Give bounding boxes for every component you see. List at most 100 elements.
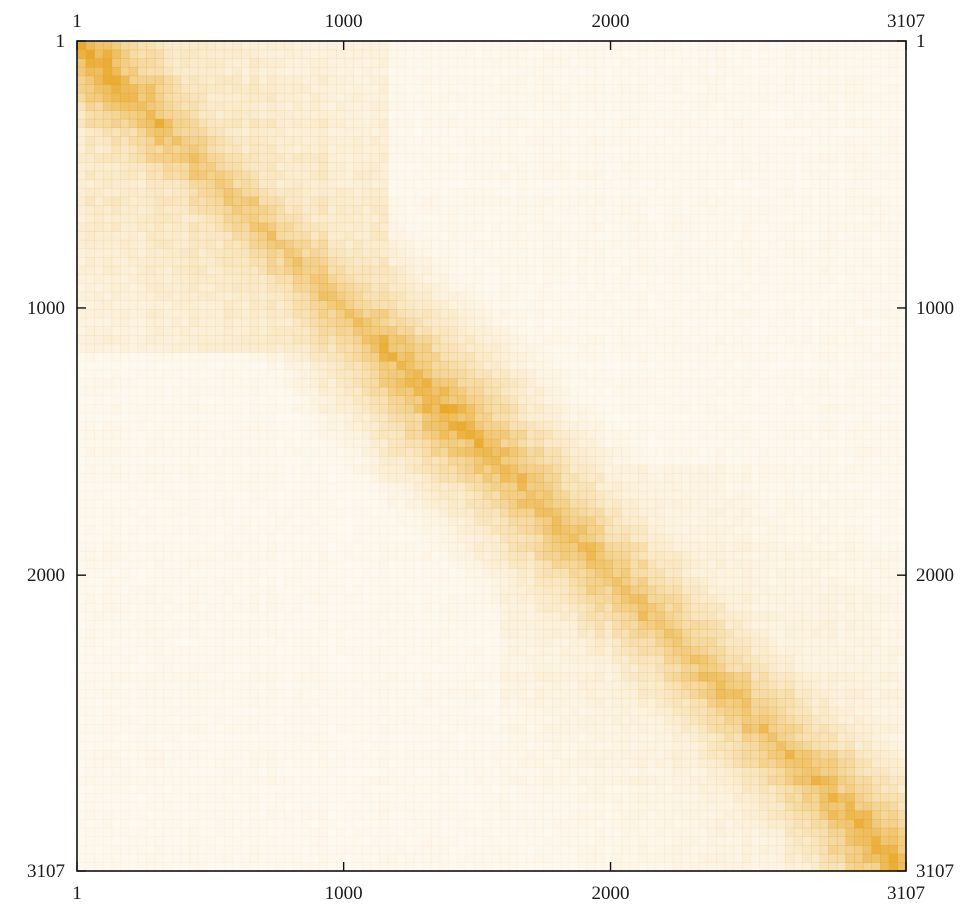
- heatmap-cell: [491, 352, 501, 362]
- heatmap-cell: [603, 265, 613, 276]
- heatmap-cell: [534, 326, 544, 336]
- heatmap-cell: [249, 291, 259, 301]
- heatmap-cell: [577, 110, 588, 120]
- heatmap-cell: [85, 334, 95, 345]
- heatmap-cell: [353, 231, 363, 241]
- heatmap-cell: [189, 430, 199, 440]
- heatmap-cell: [327, 352, 337, 362]
- heatmap-cell: [819, 110, 829, 120]
- heatmap-cell: [612, 386, 622, 397]
- heatmap-cell: [767, 283, 778, 293]
- heatmap-cell: [77, 360, 87, 371]
- heatmap-cell: [284, 283, 294, 293]
- heatmap-cell: [526, 257, 536, 267]
- heatmap-cell: [646, 421, 657, 431]
- heatmap-cell: [353, 412, 363, 423]
- heatmap-cell: [767, 395, 778, 405]
- heatmap-cell: [120, 231, 130, 241]
- heatmap-cell: [292, 360, 303, 371]
- heatmap-cell: [180, 110, 190, 120]
- heatmap-cell: [638, 378, 648, 388]
- heatmap-cell: [327, 412, 337, 423]
- heatmap-cell: [500, 257, 510, 267]
- heatmap-cell: [344, 196, 354, 206]
- heatmap-cell: [759, 49, 769, 59]
- heatmap-cell: [137, 127, 147, 137]
- heatmap-cell: [353, 481, 363, 492]
- heatmap-cell: [474, 300, 484, 310]
- heatmap-cell: [171, 41, 182, 51]
- heatmap-cell: [85, 231, 95, 241]
- heatmap-cell: [793, 447, 803, 457]
- heatmap-cell: [387, 412, 398, 423]
- heatmap-cell: [569, 473, 579, 483]
- heatmap-cell: [586, 170, 596, 180]
- heatmap-cell: [171, 84, 182, 94]
- heatmap-cell: [171, 291, 182, 301]
- heatmap-cell: [241, 136, 251, 146]
- heatmap-cell: [77, 473, 87, 483]
- heatmap-cell: [543, 352, 553, 362]
- heatmap-cell: [681, 196, 691, 206]
- heatmap-cell: [94, 343, 104, 353]
- heatmap-cell: [750, 127, 760, 137]
- heatmap-cell: [646, 378, 657, 388]
- heatmap-cell: [413, 58, 424, 68]
- heatmap-cell: [258, 231, 268, 241]
- heatmap-cell: [137, 274, 147, 284]
- heatmap-cell: [413, 153, 424, 163]
- heatmap-cell: [431, 66, 441, 77]
- heatmap-cell: [439, 213, 449, 224]
- heatmap-cell: [336, 473, 346, 483]
- heatmap-cell: [897, 447, 907, 457]
- heatmap-cell: [456, 309, 467, 319]
- heatmap-cell: [577, 352, 588, 362]
- heatmap-cell: [862, 75, 873, 85]
- heatmap-cell: [664, 352, 674, 362]
- heatmap-cell: [871, 41, 881, 51]
- heatmap-cell: [223, 291, 234, 301]
- heatmap-cell: [836, 92, 847, 103]
- heatmap-cell: [871, 283, 881, 293]
- heatmap-cell: [171, 92, 182, 103]
- heatmap-cell: [612, 430, 622, 440]
- heatmap-cell: [560, 369, 570, 379]
- heatmap-cell: [215, 300, 225, 310]
- heatmap-cell: [163, 118, 173, 129]
- heatmap-cell: [655, 265, 665, 276]
- heatmap-cell: [448, 205, 458, 215]
- heatmap-cell: [102, 196, 113, 206]
- heatmap-cell: [275, 265, 285, 276]
- heatmap-cell: [655, 58, 665, 68]
- heatmap-cell: [629, 187, 639, 198]
- heatmap-cell: [206, 412, 216, 423]
- heatmap-cell: [171, 334, 182, 345]
- heatmap-cell: [776, 447, 786, 457]
- heatmap-cell: [862, 239, 873, 250]
- heatmap-cell: [405, 58, 415, 68]
- heatmap-cell: [569, 101, 579, 111]
- heatmap-cell: [223, 58, 234, 68]
- heatmap-cell: [344, 352, 354, 362]
- heatmap-cell: [526, 481, 536, 492]
- heatmap-cell: [318, 481, 329, 492]
- heatmap-cell: [664, 179, 674, 189]
- heatmap-cell: [862, 386, 873, 397]
- heatmap-cell: [465, 438, 475, 448]
- heatmap-cell: [500, 464, 510, 474]
- heatmap-cell: [266, 473, 277, 483]
- heatmap-cell: [569, 274, 579, 284]
- heatmap-cell: [802, 84, 812, 94]
- heatmap-cell: [318, 438, 329, 448]
- heatmap-cell: [767, 456, 778, 466]
- heatmap-cell: [422, 274, 432, 284]
- heatmap-cell: [77, 438, 87, 448]
- heatmap-cell: [258, 334, 268, 345]
- heatmap-cell: [690, 473, 700, 483]
- heatmap-cell: [241, 456, 251, 466]
- heatmap-cell: [871, 343, 881, 353]
- heatmap-cell: [448, 162, 458, 172]
- heatmap-cell: [871, 421, 881, 431]
- heatmap-cell: [681, 162, 691, 172]
- heatmap-cell: [266, 153, 277, 163]
